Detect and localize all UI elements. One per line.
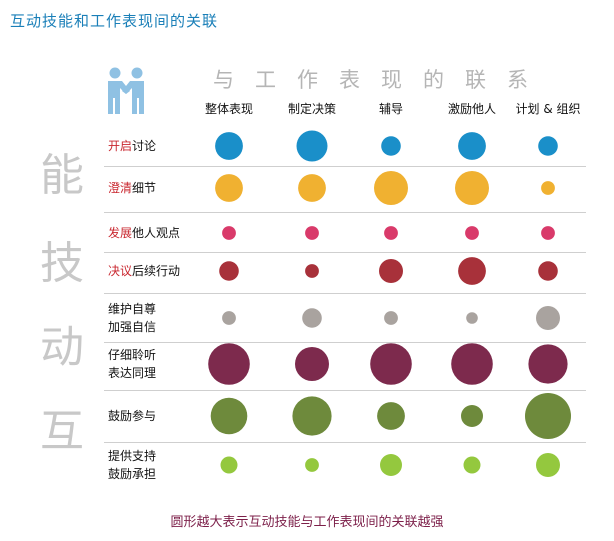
column-header: 激励他人 bbox=[447, 102, 497, 116]
row-separator bbox=[104, 166, 586, 167]
bubble bbox=[463, 456, 481, 474]
bubble bbox=[215, 132, 243, 160]
bubble bbox=[451, 343, 493, 385]
bubble bbox=[302, 308, 322, 328]
page-title: 互动技能和工作表现间的关联 bbox=[10, 12, 219, 30]
side-label-char: 互 bbox=[40, 406, 84, 457]
bubble bbox=[538, 136, 558, 156]
bubble bbox=[525, 393, 571, 439]
people-icon bbox=[104, 66, 148, 120]
bubble bbox=[384, 311, 398, 325]
bubble bbox=[377, 402, 405, 430]
column-header: 制定决策 bbox=[287, 102, 337, 116]
side-label-char: 能 bbox=[40, 150, 84, 201]
side-label-char: 技 bbox=[40, 238, 84, 289]
bubble bbox=[541, 226, 555, 240]
bubble bbox=[379, 259, 403, 283]
bubble bbox=[536, 306, 560, 330]
column-header: 辅导 bbox=[378, 102, 404, 116]
bubble bbox=[305, 264, 319, 278]
row-separator bbox=[104, 342, 586, 343]
column-header: 计划 & 组织 bbox=[515, 102, 581, 116]
bubble bbox=[538, 261, 558, 281]
bubble bbox=[461, 405, 483, 427]
bubble bbox=[298, 174, 326, 202]
bubble bbox=[220, 456, 238, 474]
bubble bbox=[455, 171, 489, 205]
row-separator bbox=[104, 252, 586, 253]
bubble bbox=[215, 174, 243, 202]
bubble bbox=[384, 226, 398, 240]
bubble bbox=[210, 397, 248, 435]
row-label: 发展他人观点 bbox=[108, 226, 181, 240]
row-separator bbox=[104, 293, 586, 294]
bubble bbox=[541, 181, 555, 195]
bubble bbox=[305, 226, 319, 240]
row-label: 决议后续行动 bbox=[108, 264, 181, 278]
footnote: 圆形越大表示互动技能与工作表现间的关联越强 bbox=[170, 515, 444, 530]
bubble bbox=[528, 344, 568, 384]
row-separator bbox=[104, 442, 586, 443]
bubble bbox=[374, 171, 408, 205]
bubble bbox=[465, 226, 479, 240]
row-label: 提供支持 鼓励承担 bbox=[108, 449, 157, 481]
bubble bbox=[458, 257, 486, 285]
bubble bbox=[466, 312, 478, 324]
bubble bbox=[219, 261, 239, 281]
row-separator bbox=[104, 390, 586, 391]
row-label: 维护自尊 加强自信 bbox=[108, 302, 157, 334]
row-label: 仔细聆听 表达同理 bbox=[108, 348, 157, 380]
side-label-char: 动 bbox=[40, 322, 84, 373]
bubble bbox=[381, 136, 401, 156]
row-label: 开启讨论 bbox=[108, 139, 157, 153]
bubble bbox=[380, 454, 402, 476]
bubble bbox=[222, 226, 236, 240]
bubble bbox=[295, 347, 329, 381]
bubble bbox=[370, 343, 412, 385]
bubble bbox=[458, 132, 486, 160]
bubble bbox=[292, 396, 332, 436]
bubble bbox=[208, 343, 250, 385]
row-label: 鼓励参与 bbox=[108, 409, 157, 423]
column-header: 整体表现 bbox=[204, 102, 254, 116]
bubble bbox=[296, 130, 328, 162]
row-separator bbox=[104, 212, 586, 213]
top-axis-label: 与工作表现的联系 bbox=[213, 68, 549, 92]
bubble bbox=[305, 458, 319, 472]
bubble bbox=[222, 311, 236, 325]
bubble bbox=[536, 453, 560, 477]
row-label: 澄清细节 bbox=[108, 181, 157, 195]
